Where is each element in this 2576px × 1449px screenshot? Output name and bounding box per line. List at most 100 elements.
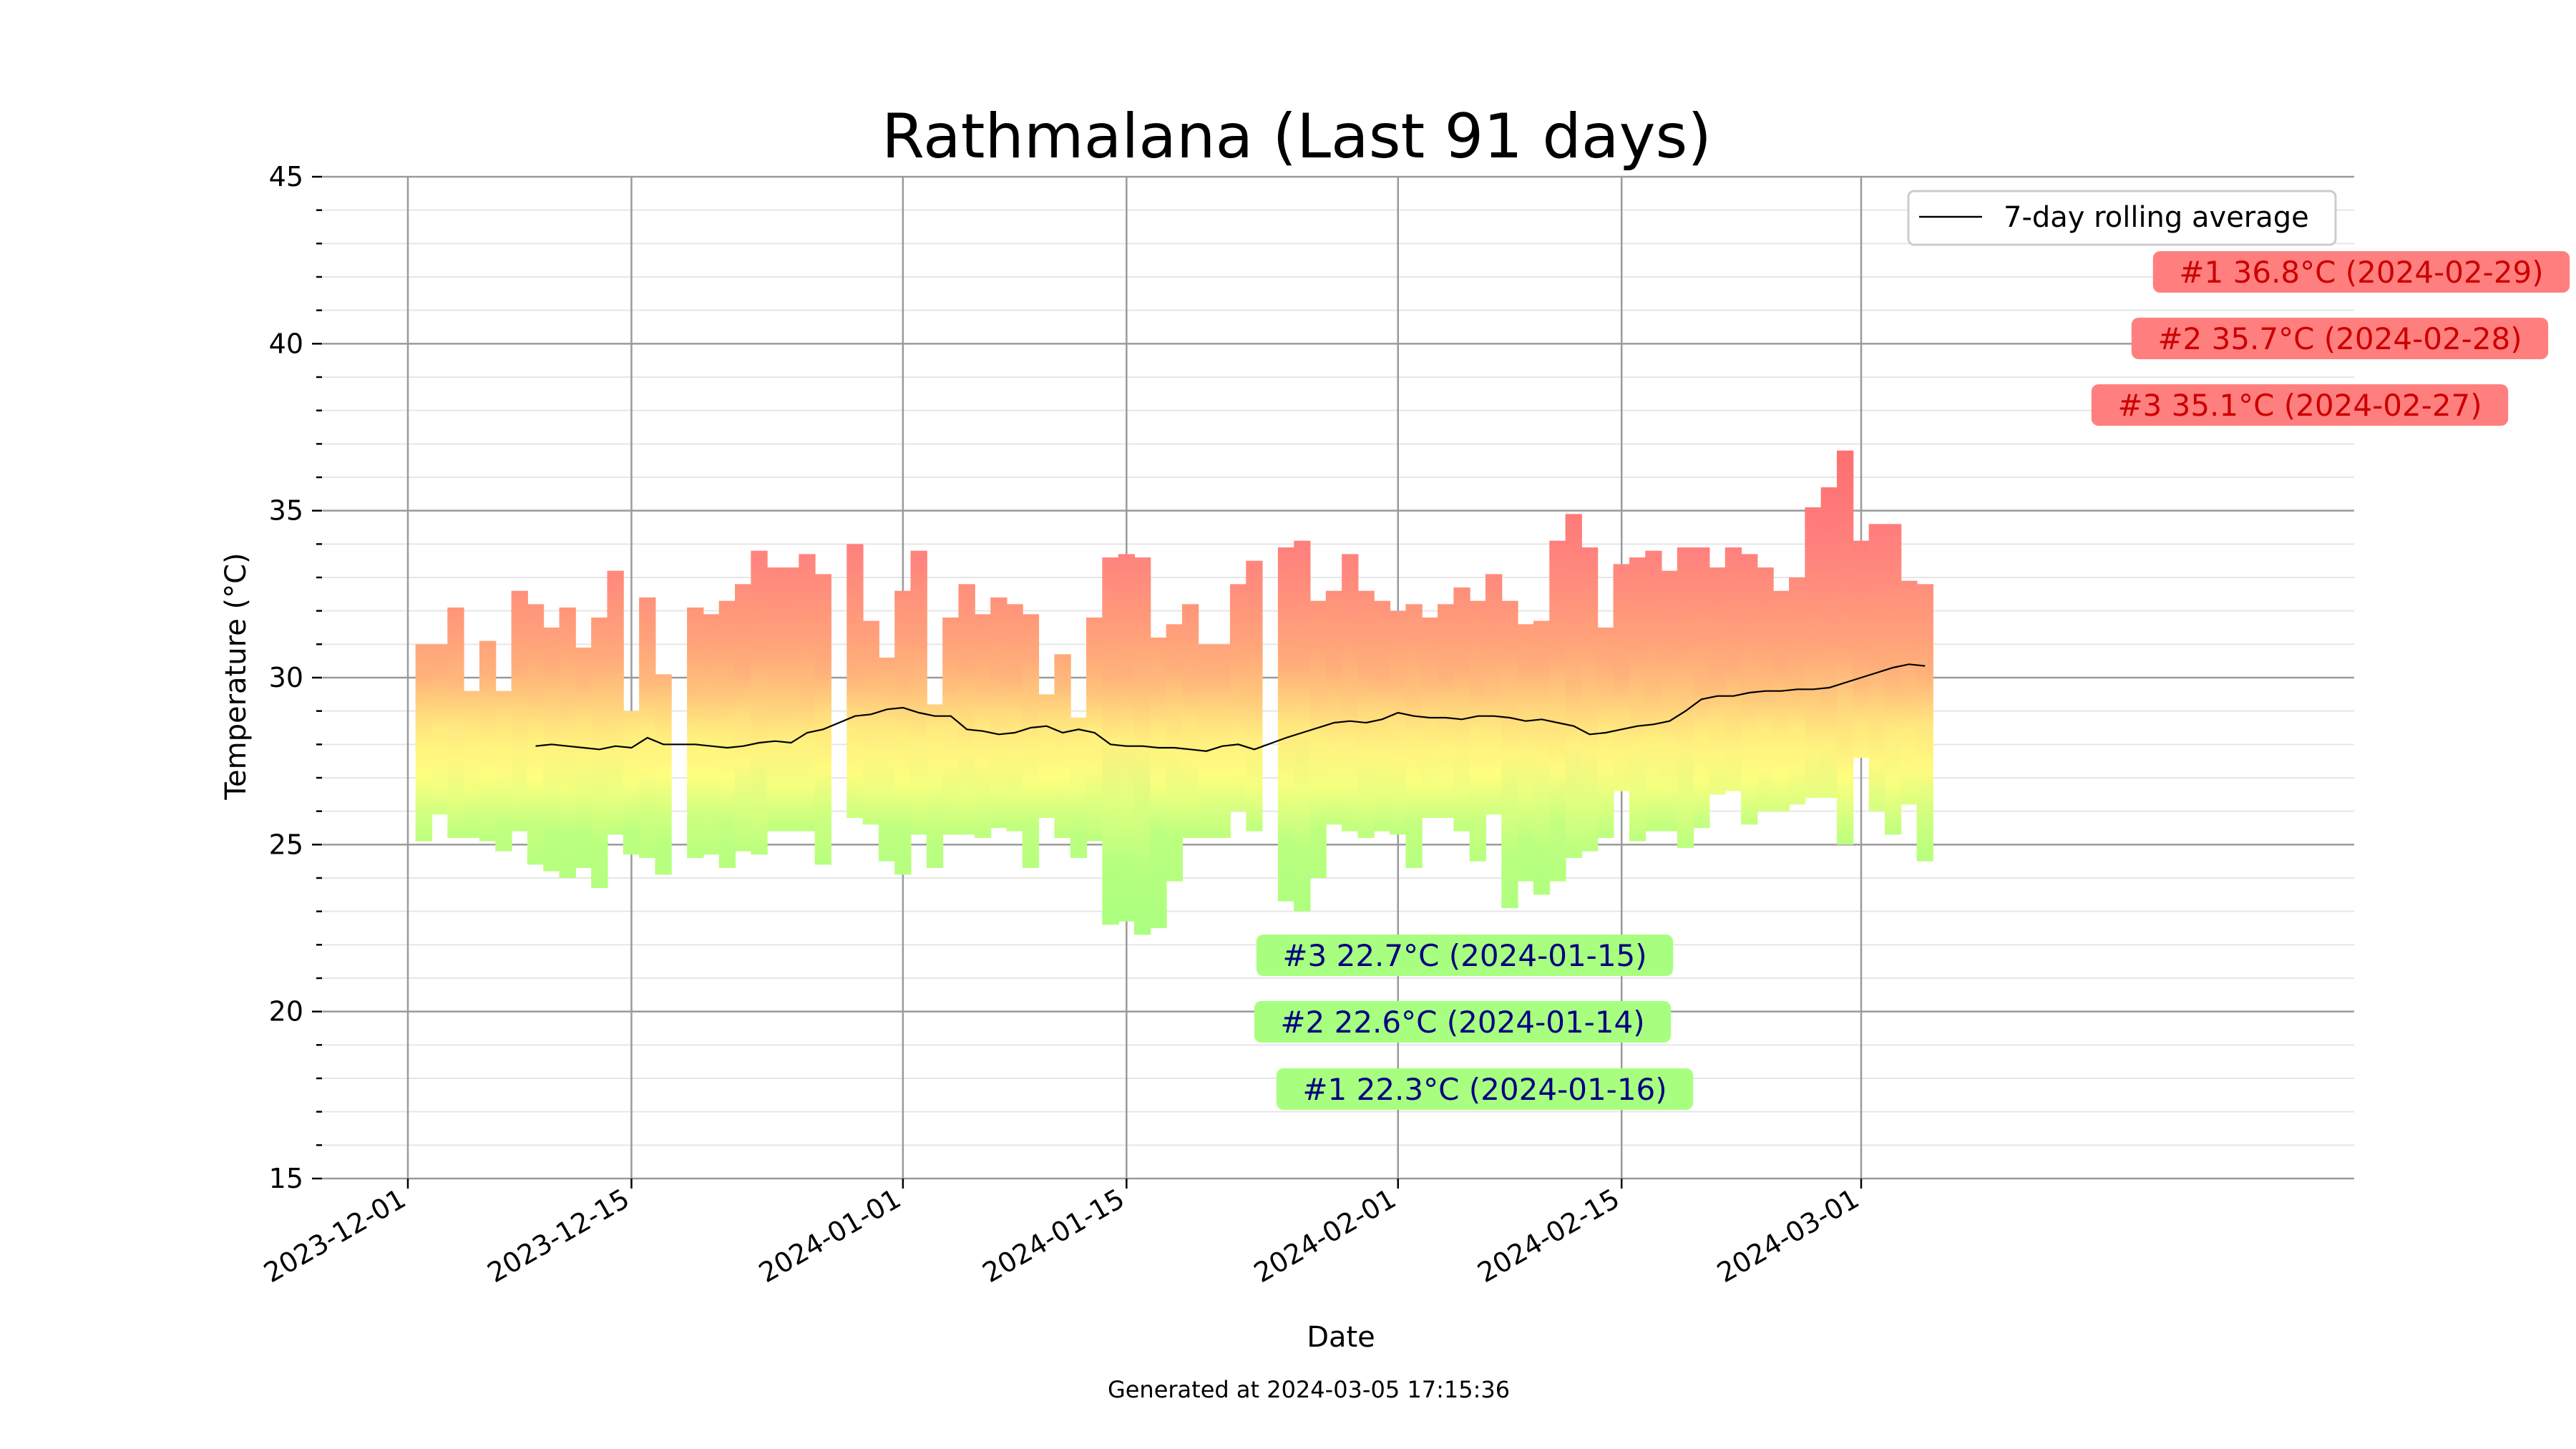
temperature-bar — [862, 620, 879, 825]
temperature-bar — [1549, 540, 1566, 882]
y-tick-label: 40 — [269, 328, 303, 359]
temperature-bar — [1741, 554, 1758, 825]
temperature-bar — [543, 628, 560, 872]
temperature-bar — [527, 604, 545, 865]
y-tick-label: 35 — [269, 495, 303, 527]
y-tick-label: 30 — [269, 662, 303, 693]
temperature-bar — [1501, 600, 1518, 908]
temperature-bar — [1581, 547, 1599, 852]
rolling-average-line — [535, 663, 1926, 752]
temperature-bar — [1294, 540, 1311, 912]
legend-box — [1907, 190, 2337, 246]
annotations-layer: #1 36.8°C (2024-02-29) #2 35.7°C (2024-02… — [1254, 251, 2570, 1110]
temperature-bar — [1118, 554, 1135, 922]
temperature-bar — [1469, 600, 1487, 862]
x-tick-label: 2024-01-15 — [977, 1183, 1130, 1289]
temperature-bar — [463, 691, 480, 838]
temperature-bar — [926, 704, 944, 868]
x-axis-title: Date — [1307, 1321, 1375, 1354]
x-tick-label: 2024-03-01 — [1712, 1183, 1864, 1289]
temperature-bar — [1916, 584, 1933, 862]
temperature-bar — [703, 614, 720, 855]
x-tick-label: 2024-01-01 — [753, 1183, 906, 1289]
coolest-day-label-box — [1256, 935, 1674, 976]
temperature-bar — [1517, 624, 1534, 882]
temperature-bar — [1629, 557, 1646, 841]
temperature-bar — [575, 648, 592, 868]
temperature-bar — [1405, 604, 1423, 868]
temperature-bar — [974, 614, 992, 838]
temperature-bar — [479, 640, 497, 841]
temperature-bar — [1277, 547, 1295, 902]
temperature-bar — [1772, 590, 1790, 811]
temperature-bar — [415, 644, 432, 841]
temperature-bar — [1150, 638, 1167, 928]
chart-title: Rathmalana (Last 91 days) — [882, 101, 1712, 172]
temperature-bar — [1613, 564, 1630, 791]
temperature-bar — [1485, 574, 1503, 815]
temperature-bar — [894, 590, 912, 875]
temperature-bar — [1309, 600, 1327, 878]
temperature-bar — [447, 608, 464, 838]
temperature-bar — [687, 608, 704, 858]
x-tick-label: 2023-12-01 — [258, 1183, 411, 1289]
temperature-bar — [1724, 547, 1742, 791]
temperature-bar — [1166, 624, 1183, 882]
temperature-bar — [1102, 557, 1119, 925]
legend-label: 7-day rolling average — [2004, 201, 2309, 234]
temperature-bar — [1390, 610, 1407, 835]
temperature-bar — [1342, 554, 1359, 831]
hottest-day-label: #1 36.8°C (2024-02-29) — [2179, 255, 2543, 290]
temperature-bar — [495, 691, 512, 852]
bars-layer — [415, 450, 1933, 935]
temperature-bar — [814, 574, 831, 865]
temperature-bar — [942, 618, 960, 835]
temperature-bar — [1373, 600, 1391, 831]
temperature-bar — [623, 711, 640, 855]
coolest-day-label: #2 22.6°C (2024-01-14) — [1280, 1005, 1644, 1040]
temperature-bar — [1214, 644, 1231, 838]
temperature-bar — [1757, 567, 1774, 811]
temperature-bar — [1709, 567, 1726, 795]
temperature-bar — [1438, 604, 1455, 818]
temperature-bar — [1357, 590, 1375, 838]
temperature-bar — [1070, 718, 1088, 858]
y-tick-label: 25 — [269, 829, 303, 860]
y-tick-label: 15 — [269, 1163, 303, 1194]
temperature-bar — [1565, 514, 1582, 858]
temperature-bar — [1837, 450, 1854, 845]
temperature-bar — [607, 570, 624, 835]
temperature-bar — [1246, 560, 1263, 831]
temperature-bar — [847, 544, 864, 818]
x-tick-label: 2024-02-01 — [1249, 1183, 1401, 1289]
temperature-bar — [1181, 604, 1199, 838]
temperature-bar — [1453, 587, 1470, 831]
line-layer — [535, 663, 1926, 752]
temperature-bar — [751, 550, 768, 855]
coolest-day-label-box — [1254, 1001, 1672, 1043]
temperature-bar — [1038, 694, 1055, 818]
temperature-bar — [1229, 584, 1247, 811]
y-axis-title: Temperature (°C) — [220, 552, 253, 800]
temperature-bar — [1645, 550, 1662, 831]
temperature-bar — [1086, 618, 1103, 841]
temperature-bar — [1022, 614, 1040, 868]
temperature-bar — [990, 597, 1008, 828]
temperature-bar — [799, 554, 816, 831]
temperature-bar — [639, 597, 656, 858]
temperature-bar — [910, 550, 927, 835]
temperature-bar — [1533, 620, 1551, 895]
temperature-bar — [1661, 570, 1678, 831]
temperature-bar — [1884, 524, 1902, 835]
hottest-day-label: #2 35.7°C (2024-02-28) — [2157, 321, 2522, 356]
x-tick-label: 2023-12-15 — [482, 1183, 635, 1289]
temperature-bar — [1789, 577, 1806, 805]
temperature-bar — [718, 600, 736, 868]
temperature-bar — [1868, 524, 1885, 811]
temperature-bar — [511, 590, 528, 831]
coolest-day-label-box — [1276, 1068, 1694, 1110]
temperature-bar — [1054, 654, 1071, 838]
temperature-bar — [431, 644, 449, 815]
